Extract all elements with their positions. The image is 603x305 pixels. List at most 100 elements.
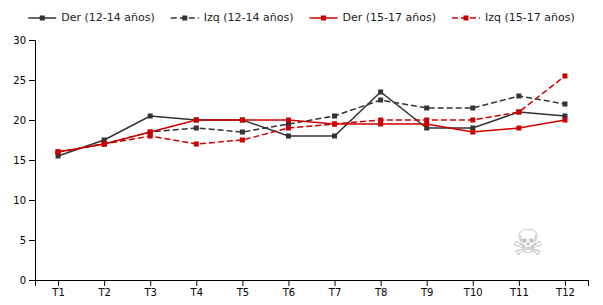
x-tick: T5 [236, 280, 249, 298]
y-tick-label: 25 [13, 75, 26, 86]
marker [332, 122, 337, 127]
marker [378, 90, 383, 95]
x-tick-label: T8 [374, 287, 387, 298]
marker [378, 118, 383, 123]
x-tick: T12 [555, 280, 575, 298]
marker [286, 126, 291, 131]
marker [470, 106, 475, 111]
y-tick-label: 20 [13, 115, 26, 126]
x-tick: T7 [328, 280, 341, 298]
marker [240, 118, 245, 123]
marker [194, 118, 199, 123]
marker [562, 74, 567, 79]
x-tick-mark [565, 280, 566, 286]
legend-item: Der (12-14 años) [28, 11, 154, 24]
marker [424, 106, 429, 111]
y-tick-label: 30 [13, 35, 26, 46]
x-tick: T6 [282, 280, 295, 298]
x-tick-mark [150, 280, 151, 286]
legend-marker [321, 16, 326, 21]
x-tick: T11 [509, 280, 529, 298]
legend: Der (12-14 años) Izq (12-14 años) Der (15-… [28, 11, 574, 24]
x-tick-mark [335, 280, 336, 286]
y-tick-mark [29, 120, 35, 121]
marker [516, 110, 521, 115]
y-tick-mark [29, 160, 35, 161]
x-tick-mark [427, 280, 428, 286]
y-tick-mark [29, 40, 35, 41]
marker [424, 118, 429, 123]
x-tick-mark [473, 280, 474, 286]
legend-label: Izq (15-17 años) [485, 11, 575, 24]
series-line [58, 96, 565, 152]
y-tick: 30 [13, 35, 35, 46]
x-tick-mark [519, 280, 520, 286]
legend-label: Der (12-14 años) [61, 11, 154, 24]
x-tick: T2 [97, 280, 110, 298]
legend-label: Der (15-17 años) [343, 11, 436, 24]
legend-marker [40, 16, 45, 21]
marker [102, 142, 107, 147]
series [56, 90, 568, 159]
marker [332, 122, 337, 127]
x-tick-label: T6 [282, 287, 295, 298]
x-tick: T1 [51, 280, 64, 298]
series-line [58, 92, 565, 156]
x-tick-mark [288, 280, 289, 286]
y-tick: 25 [13, 75, 35, 86]
marker [286, 134, 291, 139]
marker [56, 150, 61, 155]
x-tick-label: T5 [236, 287, 249, 298]
y-tick: 5 [20, 235, 35, 246]
series-line [58, 76, 565, 152]
legend-label: Izq (12-14 años) [204, 11, 294, 24]
marker [102, 142, 107, 147]
y-tick: 0 [20, 275, 35, 286]
y-tick: 10 [13, 195, 35, 206]
x-axis-line [36, 281, 589, 287]
series [56, 118, 568, 155]
y-tick-label: 0 [20, 275, 26, 286]
plot: T1 T2 T3 T4 T5 T6 T7 T8 T9 T10 T11 T12 0 5 10 15 20 25 30 ☠ [13, 35, 588, 298]
y-tick-mark [29, 80, 35, 81]
y-tick-label: 15 [13, 155, 26, 166]
legend-marker [463, 16, 468, 21]
series-group [56, 74, 568, 159]
x-tick-label: T4 [190, 287, 203, 298]
marker [56, 150, 61, 155]
marker [194, 118, 199, 123]
marker [378, 98, 383, 103]
y-tick-mark [29, 240, 35, 241]
annotation: ☠ [512, 222, 544, 263]
x-tick-label: T9 [420, 287, 433, 298]
marker [562, 118, 567, 123]
series [56, 94, 568, 155]
marker [562, 102, 567, 107]
x-tick-mark [196, 280, 197, 286]
y-tick-label: 10 [13, 195, 26, 206]
x-tick-label: T12 [555, 287, 575, 298]
legend-item: Der (15-17 años) [310, 11, 436, 24]
x-tick-mark [242, 280, 243, 286]
series-line [58, 120, 565, 152]
x-tick-label: T3 [143, 287, 156, 298]
x-tick-label: T10 [463, 287, 483, 298]
y-tick-mark [29, 200, 35, 201]
x-tick-label: T7 [328, 287, 341, 298]
legend-marker [182, 16, 187, 21]
marker [332, 134, 337, 139]
marker [516, 126, 521, 131]
x-tick: T10 [463, 280, 483, 298]
x-tick-label: T2 [97, 287, 110, 298]
marker [148, 134, 153, 139]
marker [56, 150, 61, 155]
marker [516, 110, 521, 115]
y-tick: 20 [13, 115, 35, 126]
marker [240, 118, 245, 123]
marker [240, 130, 245, 135]
x-tick-mark [58, 280, 59, 286]
marker [194, 126, 199, 131]
x-tick: T9 [420, 280, 433, 298]
x-tick-label: T11 [509, 287, 529, 298]
marker [470, 130, 475, 135]
